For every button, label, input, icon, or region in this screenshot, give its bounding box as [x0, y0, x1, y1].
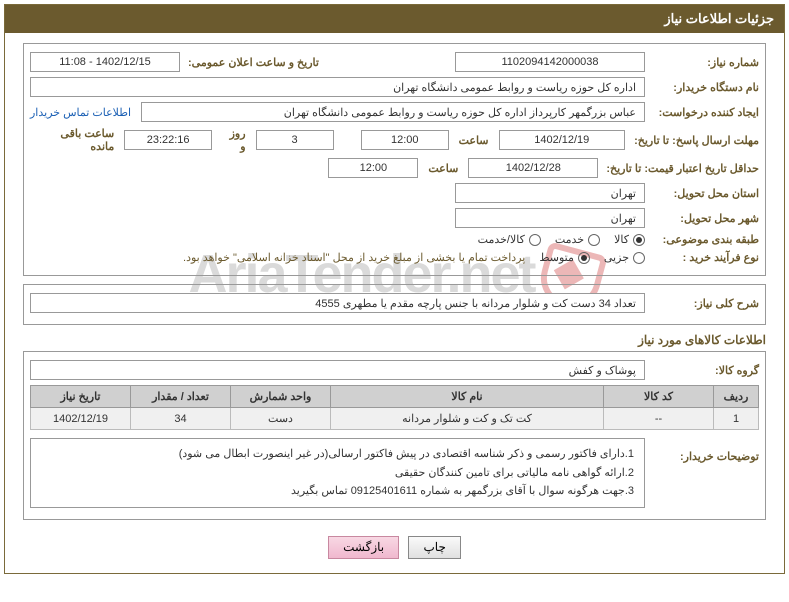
th-code: کد کالا	[604, 386, 714, 408]
note-line-2: 2.ارائه گواهی نامه مالیاتی برای تامین کن…	[41, 464, 634, 483]
days-count: 3	[256, 130, 334, 150]
province-value: تهران	[455, 183, 645, 203]
price-date: 1402/12/28	[468, 158, 598, 178]
summary-value: تعداد 34 دست کت و شلوار مردانه با جنس پا…	[30, 293, 645, 313]
category-radio-group: کالا خدمت کالا/خدمت	[478, 233, 645, 246]
th-qty: تعداد / مقدار	[131, 386, 231, 408]
goods-info-title: اطلاعات کالاهای مورد نیاز	[23, 333, 766, 347]
summary-block: شرح کلی نیاز: تعداد 34 دست کت و شلوار مر…	[23, 284, 766, 325]
cell-qty: 34	[131, 408, 231, 430]
requester-label: ایجاد کننده درخواست:	[649, 106, 759, 119]
category-label: طبقه بندی موضوعی:	[649, 233, 759, 246]
cell-idx: 1	[714, 408, 759, 430]
time-label-1: ساعت	[453, 134, 495, 147]
note-line-1: 1.دارای فاکتور رسمی و ذکر شناسه اقتصادی …	[41, 445, 634, 464]
need-no-value: 1102094142000038	[455, 52, 645, 72]
cell-name: کت تک و کت و شلوار مردانه	[331, 408, 604, 430]
countdown: 23:22:16	[124, 130, 212, 150]
buyer-org-value: اداره کل حوزه ریاست و روابط عمومی دانشگا…	[30, 77, 645, 97]
city-value: تهران	[455, 208, 645, 228]
process-note: پرداخت تمام یا بخشی از مبلغ خرید از محل …	[183, 251, 535, 264]
button-row: چاپ بازگشت	[23, 528, 766, 563]
process-radio-group: جزیی متوسط	[539, 251, 645, 264]
reply-date: 1402/12/19	[499, 130, 625, 150]
cell-code: --	[604, 408, 714, 430]
buyer-notes-box: 1.دارای فاکتور رسمی و ذکر شناسه اقتصادی …	[30, 438, 645, 508]
remaining-label: ساعت باقی مانده	[30, 127, 120, 153]
requester-value: عباس بزرگمهر کارپرداز اداره کل حوزه ریاس…	[141, 102, 645, 122]
time-label-2: ساعت	[422, 162, 464, 175]
buyer-contact-link[interactable]: اطلاعات تماس خریدار	[30, 106, 137, 119]
goods-block: گروه کالا: پوشاک و کفش ردیف کد کالا نام …	[23, 351, 766, 520]
buyer-notes-label: توضیحات خریدار:	[649, 438, 759, 463]
goods-table: ردیف کد کالا نام کالا واحد شمارش تعداد /…	[30, 385, 759, 430]
radio-minor[interactable]: جزیی	[604, 251, 645, 264]
summary-label: شرح کلی نیاز:	[649, 297, 759, 310]
goods-group-label: گروه کالا:	[649, 364, 759, 377]
main-fields-block: شماره نیاز: 1102094142000038 تاریخ و ساع…	[23, 43, 766, 276]
print-button[interactable]: چاپ	[408, 536, 460, 559]
back-button[interactable]: بازگشت	[328, 536, 399, 559]
th-date: تاریخ نیاز	[31, 386, 131, 408]
buyer-org-label: نام دستگاه خریدار:	[649, 81, 759, 94]
cell-date: 1402/12/19	[31, 408, 131, 430]
th-unit: واحد شمارش	[231, 386, 331, 408]
radio-service[interactable]: خدمت	[555, 233, 600, 246]
radio-both[interactable]: کالا/خدمت	[478, 233, 541, 246]
th-name: نام کالا	[331, 386, 604, 408]
panel-header: جزئیات اطلاعات نیاز	[5, 5, 784, 33]
need-no-label: شماره نیاز:	[649, 56, 759, 69]
reply-deadline-label: مهلت ارسال پاسخ: تا تاریخ:	[629, 134, 759, 147]
city-label: شهر محل تحویل:	[649, 212, 759, 225]
price-valid-label: حداقل تاریخ اعتبار قیمت: تا تاریخ:	[602, 162, 759, 175]
radio-medium[interactable]: متوسط	[539, 251, 590, 264]
goods-group-value: پوشاک و کفش	[30, 360, 645, 380]
cell-unit: دست	[231, 408, 331, 430]
province-label: استان محل تحویل:	[649, 187, 759, 200]
note-line-3: 3.جهت هرگونه سوال با آقای بزرگمهر به شما…	[41, 482, 634, 501]
price-time: 12:00	[328, 158, 418, 178]
th-row: ردیف	[714, 386, 759, 408]
announce-label: تاریخ و ساعت اعلان عمومی:	[184, 56, 319, 69]
announce-value: 1402/12/15 - 11:08	[30, 52, 180, 72]
process-label: نوع فرآیند خرید :	[649, 251, 759, 264]
radio-goods[interactable]: کالا	[614, 233, 645, 246]
days-and-label: روز و	[216, 127, 252, 153]
table-row: 1 -- کت تک و کت و شلوار مردانه دست 34 14…	[31, 408, 759, 430]
reply-time: 12:00	[361, 130, 449, 150]
